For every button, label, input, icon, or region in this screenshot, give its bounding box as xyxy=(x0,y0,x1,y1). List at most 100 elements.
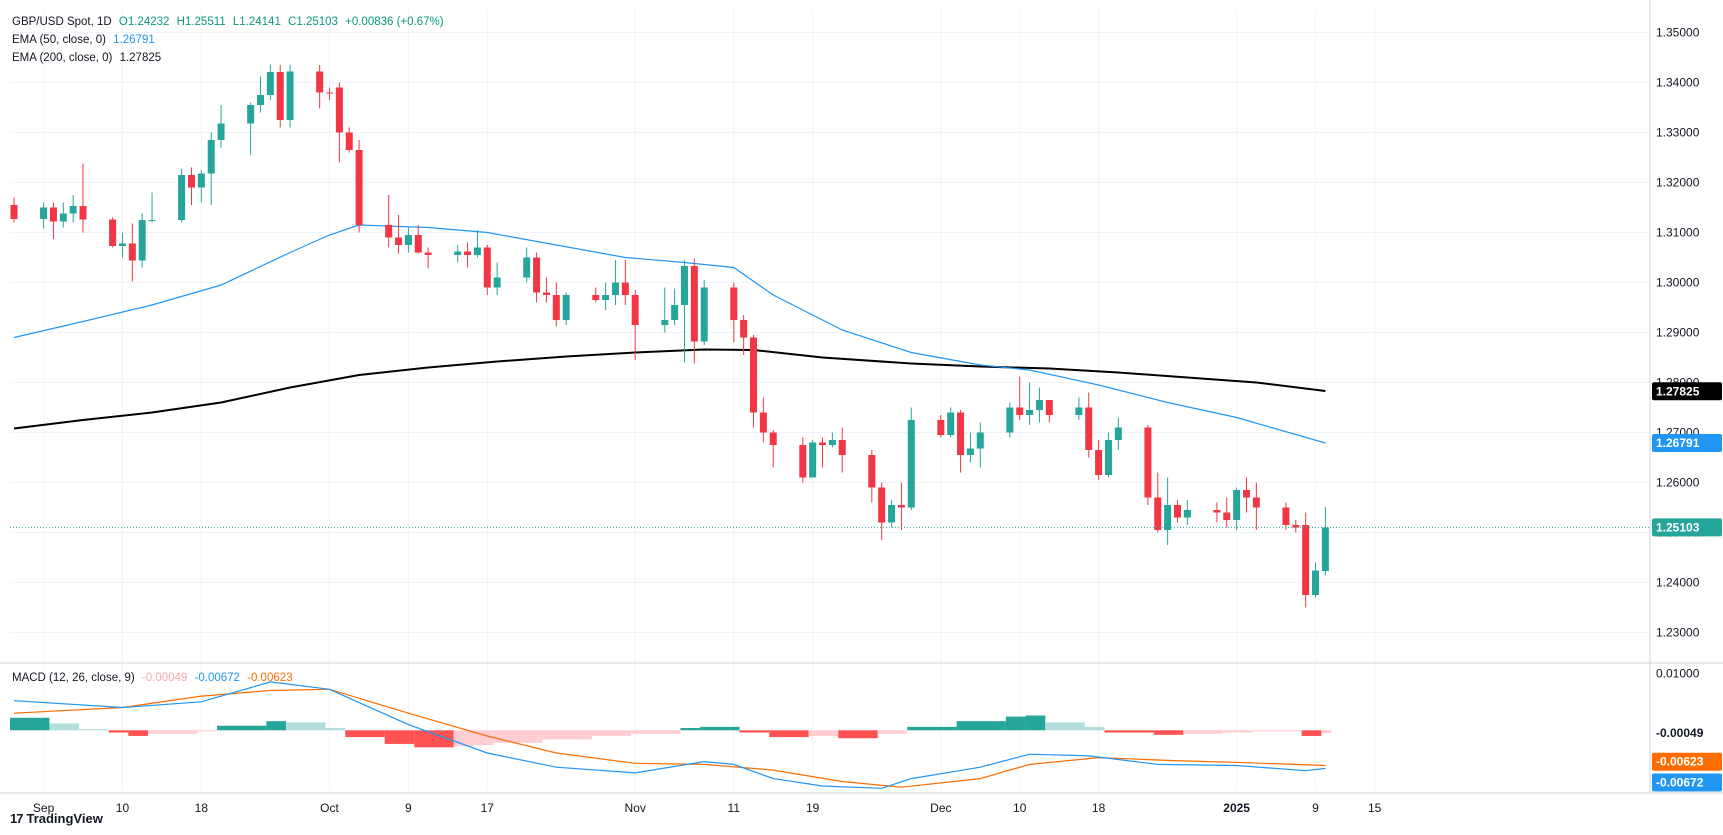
macd-hist-bar xyxy=(877,730,908,734)
macd-hist-bar xyxy=(266,721,287,731)
candle-body xyxy=(1302,525,1310,595)
candle-body xyxy=(414,235,422,253)
ema200-label: EMA (200, close, 0) xyxy=(12,52,113,64)
candle-body xyxy=(10,205,18,219)
candle-body xyxy=(907,420,915,508)
candle-body xyxy=(838,440,846,455)
macd-hist-bar xyxy=(148,730,198,734)
candle-body xyxy=(631,295,639,325)
macd-hist-bar xyxy=(631,730,681,734)
candle-body xyxy=(759,412,767,433)
change-value: +0.00836 (+0.67%) xyxy=(345,16,444,28)
ema50-label: EMA (50, close, 0) xyxy=(12,34,106,46)
candle-body xyxy=(799,445,807,478)
macd-hist-bar xyxy=(414,730,454,748)
candle-body xyxy=(207,140,215,174)
candle-body xyxy=(611,282,619,295)
candle-body xyxy=(316,71,324,93)
candle-body xyxy=(493,277,501,288)
y-tick-label: 1.30000 xyxy=(1656,276,1700,290)
candle-body xyxy=(1282,507,1290,525)
macd-label: MACD (12, 26, close, 9) xyxy=(12,672,135,684)
candle-body xyxy=(868,455,876,488)
candle-body xyxy=(473,247,481,255)
ema200-price-badge-bg xyxy=(1652,382,1722,401)
candle-body xyxy=(335,87,343,133)
candle-body xyxy=(1085,407,1093,450)
x-tick-label: Dec xyxy=(930,801,951,815)
ema50-price-badge: 1.26791 xyxy=(1656,436,1700,450)
high-value: H1.25511 xyxy=(176,16,226,28)
candle-body xyxy=(276,72,284,120)
candle-body xyxy=(454,251,462,255)
candle-body xyxy=(1243,490,1250,498)
candle-body xyxy=(966,448,974,455)
candle-body xyxy=(976,432,984,449)
candle-body xyxy=(957,412,965,455)
candle-body xyxy=(1026,410,1034,415)
x-tick-label: 9 xyxy=(405,801,412,815)
x-tick-label: 9 xyxy=(1312,801,1319,815)
ema50-value: 1.26791 xyxy=(113,34,155,46)
macd-line-badge: -0.00672 xyxy=(1656,775,1704,789)
candle-body xyxy=(1045,400,1053,415)
candle-body xyxy=(661,320,669,325)
candle-body xyxy=(1006,407,1014,433)
macd-hist-bar xyxy=(680,728,701,731)
macd-hist-bar xyxy=(739,730,770,733)
macd-line xyxy=(13,681,1326,789)
candle-body xyxy=(355,150,363,225)
candle-body xyxy=(138,220,146,261)
candle-body xyxy=(1164,505,1172,530)
candle-body xyxy=(533,257,541,293)
x-tick-label: Oct xyxy=(320,801,339,815)
candle-body xyxy=(1223,512,1231,520)
candle-body xyxy=(109,219,117,246)
ema50-price-badge-bg xyxy=(1652,433,1722,452)
macd-hist-bar xyxy=(1301,730,1322,736)
candle-body xyxy=(1144,427,1152,498)
macd-hist-bar xyxy=(217,725,267,731)
candle-body xyxy=(59,213,67,222)
x-tick-label: 17 xyxy=(481,801,495,815)
macd-hist-bar xyxy=(1005,716,1026,731)
candle-body xyxy=(1173,505,1181,518)
candle-body xyxy=(562,295,570,320)
macd-hist-bar xyxy=(1084,726,1105,731)
x-tick-label: 18 xyxy=(195,801,209,815)
macd-hist-bar xyxy=(838,730,878,739)
x-tick-label: 2025 xyxy=(1223,801,1250,815)
candle-body xyxy=(1114,427,1122,440)
candle-body xyxy=(40,207,48,219)
candle-body xyxy=(740,320,748,338)
x-tick-label: Nov xyxy=(625,801,646,815)
macd-hist-bar xyxy=(10,717,50,731)
ema200-value: 1.27825 xyxy=(119,52,162,64)
macd-signal-line xyxy=(13,688,1326,788)
x-tick-label: Sep xyxy=(33,801,55,815)
ema200-legend: EMA (200, close, 0) 1.27825 xyxy=(12,52,165,64)
candle-body xyxy=(247,105,255,124)
x-tick-label: 19 xyxy=(806,801,820,815)
candle-body xyxy=(897,505,905,508)
candle-body xyxy=(671,305,679,320)
macd-hist-bar xyxy=(1183,730,1223,734)
candle-body xyxy=(1321,527,1329,571)
low-value: L1.24141 xyxy=(232,16,281,28)
macd-hist-bar xyxy=(384,730,415,744)
candle-body xyxy=(217,123,225,140)
candle-body xyxy=(828,440,836,445)
symbol-legend: GBP/USD Spot, 1D O1.24232 H1.25511 L1.24… xyxy=(12,16,448,28)
candle-body xyxy=(464,251,472,255)
candle-body xyxy=(680,266,688,305)
candle-body xyxy=(523,257,531,278)
candle-body xyxy=(888,505,896,523)
candle-body xyxy=(552,295,560,320)
candle-body xyxy=(326,92,334,94)
y-tick-label: 1.33000 xyxy=(1656,126,1700,140)
candle-body xyxy=(178,175,186,220)
y-tick-label: 1.31000 xyxy=(1656,226,1700,240)
tradingview-logo[interactable]: 17 TradingView xyxy=(10,811,103,826)
macd-signal-value: -0.00623 xyxy=(247,672,293,684)
